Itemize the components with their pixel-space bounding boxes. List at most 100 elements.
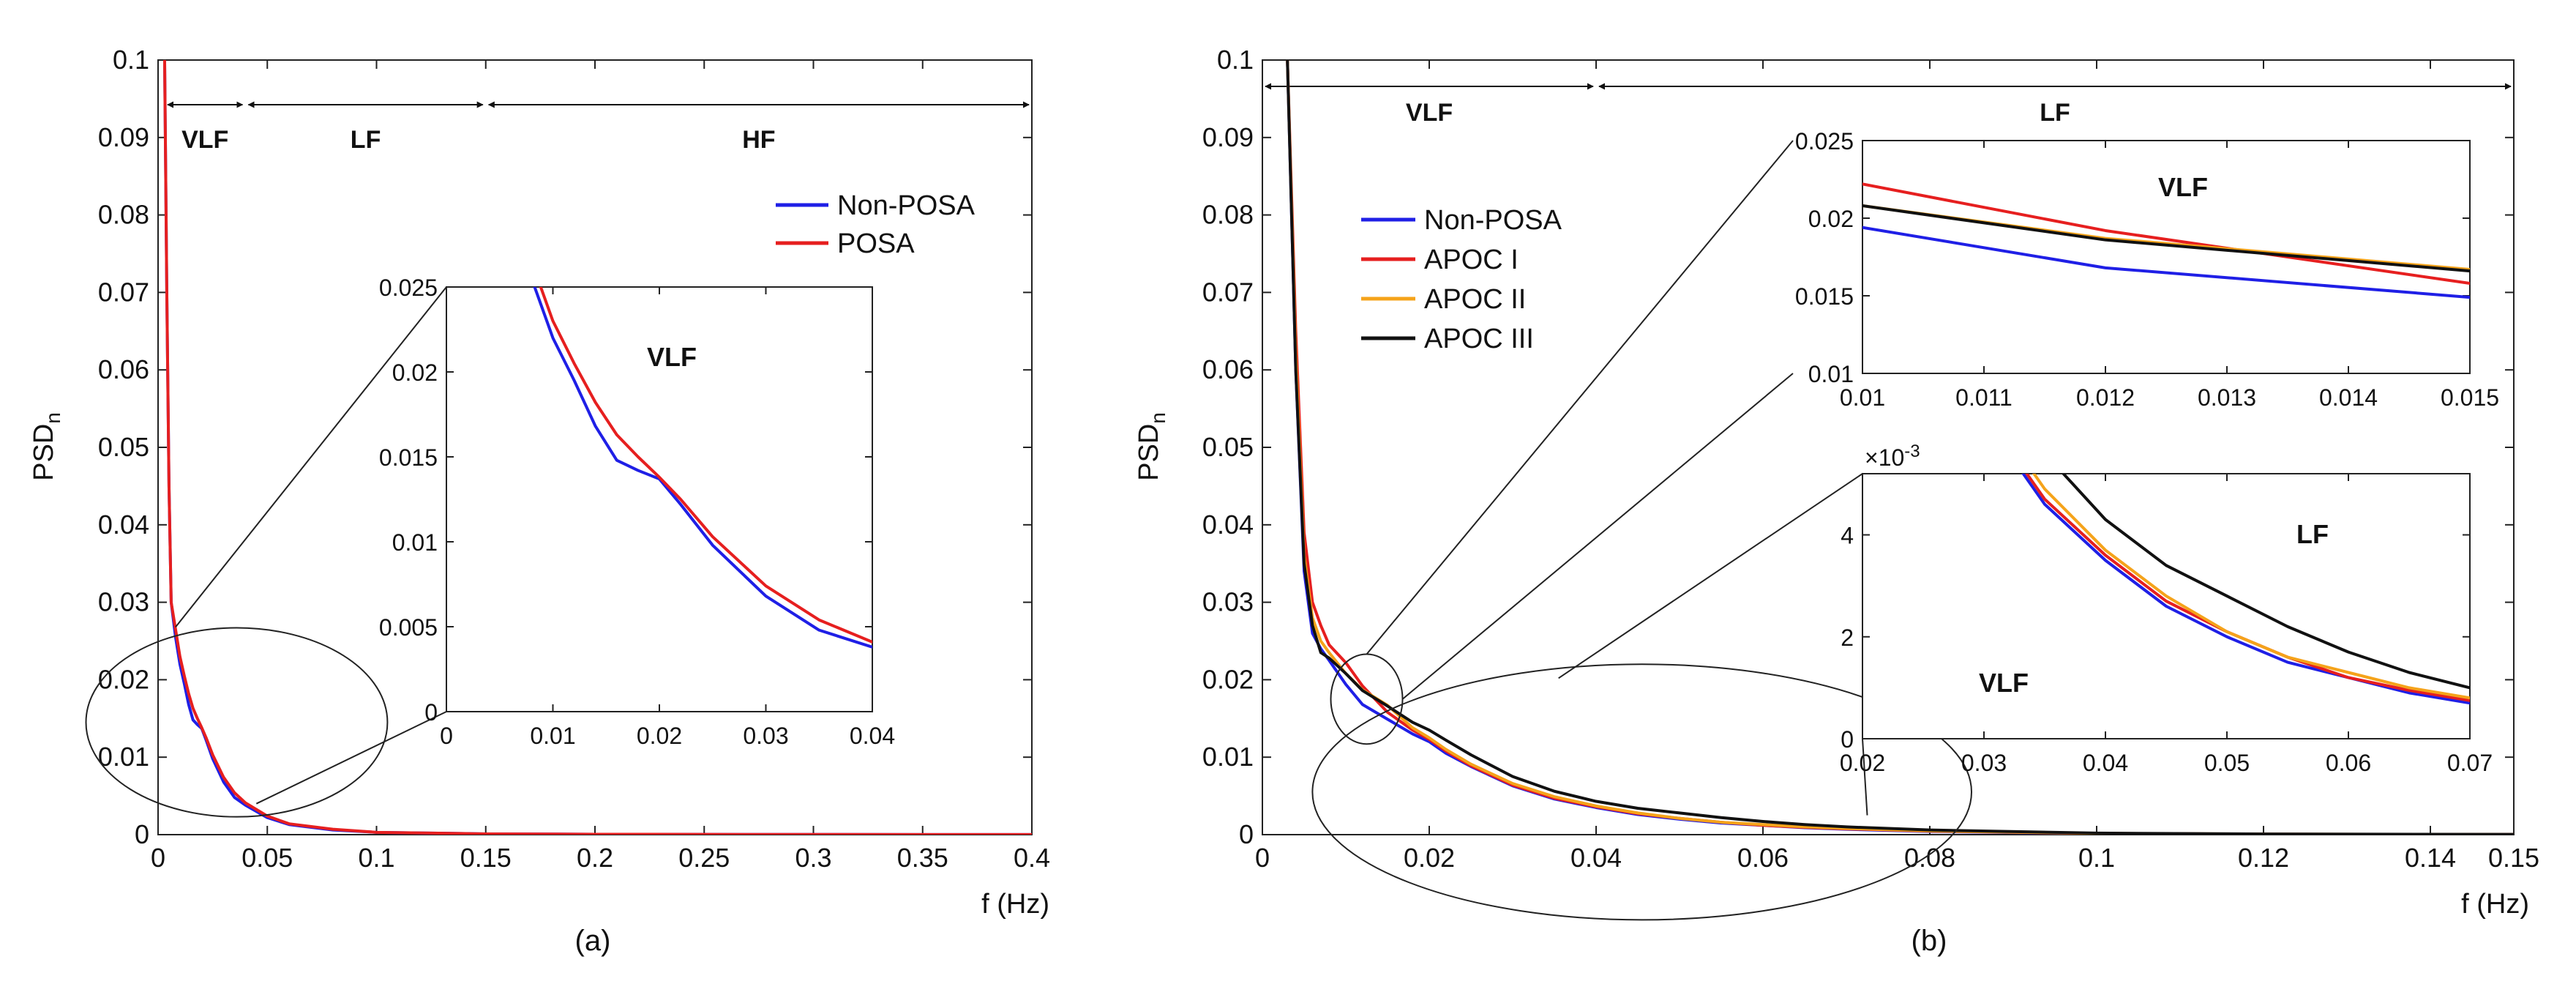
panel-a-legend: Non-POSA POSA: [776, 190, 976, 259]
panel-b-ytick-label: 0.09: [1202, 122, 1254, 152]
panel-b-ytick-label: 0.02: [1202, 664, 1254, 694]
panel-b-inset-2-lines: [2021, 474, 2470, 705]
panel-a-ytick-label: 0.04: [98, 510, 149, 540]
panel-a-inset-ytick-label: 0: [424, 699, 438, 726]
panel-a-inset-ytick-label: 0.025: [379, 275, 438, 301]
panel-a-xtick-label: 0.25: [678, 843, 730, 873]
panel-b-xtick-label: 0.12: [2238, 843, 2289, 873]
panel-a-ytick-label: 0.09: [98, 122, 149, 152]
panel-a-zoom-ellipse: [85, 627, 389, 818]
panel-b-ytick-label: 0.08: [1202, 200, 1254, 230]
panel-a-inset-series-posa: [539, 287, 872, 644]
panel-a-ytick-label: 0.03: [98, 587, 149, 617]
panel-a-band-label-lf: LF: [351, 126, 381, 154]
panel-a-bands: VLF LF HF: [167, 101, 1030, 154]
panel-a-inset-xtick-label: 0.02: [637, 723, 682, 749]
panel-b-inset-2-xtick-label: 0.03: [1961, 750, 2007, 776]
panel-b-inset-2-series-non-posa: [2021, 474, 2470, 705]
panel-b-bands: VLF LF: [1265, 83, 2512, 127]
panel-b-ytick-label: 0.07: [1202, 277, 1254, 307]
panel-a-inset-ytick-label: 0.015: [379, 444, 438, 471]
panel-b-inset-1-xtick-label: 0.014: [2319, 384, 2378, 411]
panel-a-xtick-label: 0.3: [795, 843, 831, 873]
panel-a-zoom-connector-top: [175, 286, 447, 628]
panel-b-inset-1-ytick-label: 0.01: [1808, 361, 1854, 387]
panel-a-inset-y-ticks: 0 0.005 0.01 0.015 0.02 0.025: [379, 275, 872, 726]
panel-b-caption: (b): [1912, 925, 1947, 957]
panel-b-ylabel: PSDn: [1134, 412, 1169, 481]
panel-a-xtick-label: 0.4: [1014, 843, 1050, 873]
legend-b-label-3: APOC III: [1424, 324, 1534, 354]
panel-b-ytick-label: 0.1: [1217, 45, 1254, 75]
panel-a: 0 0.01 0.02 0.03 0.04 0.05 0.06 0.07 0.08 0.09 0.1…: [29, 45, 1050, 957]
panel-b-ytick-label: 0: [1239, 819, 1254, 849]
panel-a-inset-ytick-label: 0.005: [379, 614, 438, 641]
panel-b-inset-2-scale-label: ×10-3: [1865, 441, 1920, 471]
panel-b-ytick-label: 0.03: [1202, 587, 1254, 617]
panel-b-zoom-connector-2b: [1862, 738, 1868, 816]
panel-b-xlabel: f (Hz): [2461, 889, 2529, 920]
panel-b-ytick-label: 0.05: [1202, 432, 1254, 462]
panel-a-ytick-label: 0.01: [98, 742, 149, 772]
panel-b-inset-1-xtick-label: 0.011: [1955, 384, 2012, 411]
panel-b-inset-1-xtick-label: 0.012: [2076, 384, 2135, 411]
panel-a-xtick-label: 0.05: [242, 843, 293, 873]
panel-b-inset-2-xtick-label: 0.06: [2326, 750, 2371, 776]
panel-a-inset: 0 0.005 0.01 0.015 0.02 0.025 0 0.01 0.02 0.03 0.…: [379, 275, 895, 749]
panel-a-ytick-label: 0: [135, 819, 149, 849]
panel-a-xtick-label: 0.1: [358, 843, 394, 873]
panel-b-inset-2-y-ticks: 0 2 4: [1841, 523, 2470, 753]
panel-b-inset-2-title-lf: LF: [2296, 519, 2329, 549]
panel-b-xtick-label: 0.08: [1904, 843, 1955, 873]
panel-a-xtick-label: 0.15: [460, 843, 512, 873]
panel-b-inset-2-ytick-label: 0: [1841, 726, 1854, 753]
panel-a-inset-ytick-label: 0.01: [392, 529, 438, 556]
panel-a-lines: [162, 60, 1032, 835]
panel-b-band-label-vlf: VLF: [1406, 99, 1453, 127]
panel-b-series-apoc-iii: [1286, 60, 2514, 835]
panel-b-legend: Non-POSA APOC I APOC II APOC III: [1361, 205, 1562, 354]
panel-a-inset-ytick-label: 0.02: [392, 359, 438, 386]
panel-b-lines: [1286, 60, 2514, 835]
panel-b-inset-2-xtick-label: 0.07: [2447, 750, 2493, 776]
panel-b-zoom-connector-1b: [1401, 373, 1794, 700]
panel-b-zoom-connector-1a: [1366, 140, 1794, 655]
panel-b-band-label-lf: LF: [2040, 99, 2070, 127]
panel-b-inset-2-ytick-label: 4: [1841, 523, 1854, 549]
panel-b-inset-1-ytick-label: 0.02: [1808, 206, 1854, 232]
panel-b-inset-2-title-vlf: VLF: [1979, 668, 2029, 698]
panel-b-zoom-connector-2a: [1558, 473, 1863, 679]
panel-b-inset-1-ytick-label: 0.025: [1795, 128, 1854, 154]
panel-b-zoom-ellipse-2: [1311, 663, 1972, 921]
panel-a-xlabel: f (Hz): [981, 889, 1049, 920]
panel-a-ytick-label: 0.07: [98, 277, 149, 307]
panel-b-inset-1-title: VLF: [2158, 172, 2208, 202]
panel-a-inset-frame: [446, 286, 873, 712]
panel-a-xtick-label: 0: [151, 843, 165, 873]
panel-a-inset-xtick-label: 0.03: [743, 723, 788, 749]
panel-a-ytick-label: 0.05: [98, 432, 149, 462]
panel-a-xtick-label: 0.2: [577, 843, 613, 873]
legend-b-label-1: APOC I: [1424, 245, 1519, 275]
panel-a-inset-series-non-posa: [533, 287, 872, 649]
panel-a-ytick-label: 0.08: [98, 200, 149, 230]
panel-a-inset-title: VLF: [647, 342, 697, 372]
panel-a-band-label-vlf: VLF: [181, 126, 228, 154]
panel-b-zoom: [1311, 140, 1972, 921]
panel-b-ytick-label: 0.01: [1202, 742, 1254, 772]
panel-a-xtick-label: 0.35: [897, 843, 948, 873]
panel-b-inset-1-xtick-label: 0.01: [1840, 384, 1885, 411]
panel-a-inset-x-ticks: 0 0.01 0.02 0.03 0.04: [440, 287, 895, 749]
panel-b-inset-1-x-ticks: 0.01 0.011 0.012 0.013 0.014 0.015: [1840, 141, 2499, 411]
panel-b-y-ticks: 0 0.01 0.02 0.03 0.04 0.05 0.06 0.07 0.08 0.09 0.1: [1202, 45, 2514, 849]
panel-b-series-apoc-ii: [1286, 60, 2514, 835]
legend-b-label-2: APOC II: [1424, 284, 1526, 315]
panel-b-inset-2-series-apoc-ii: [2032, 474, 2470, 700]
legend-a-label-0: Non-POSA: [837, 190, 976, 221]
panel-a-ylabel: PSDn: [29, 412, 64, 481]
panel-b-inset-2-xtick-label: 0.05: [2204, 750, 2250, 776]
panel-a-zoom-connector-bottom: [255, 711, 447, 805]
panel-a-band-label-hf: HF: [742, 126, 775, 154]
